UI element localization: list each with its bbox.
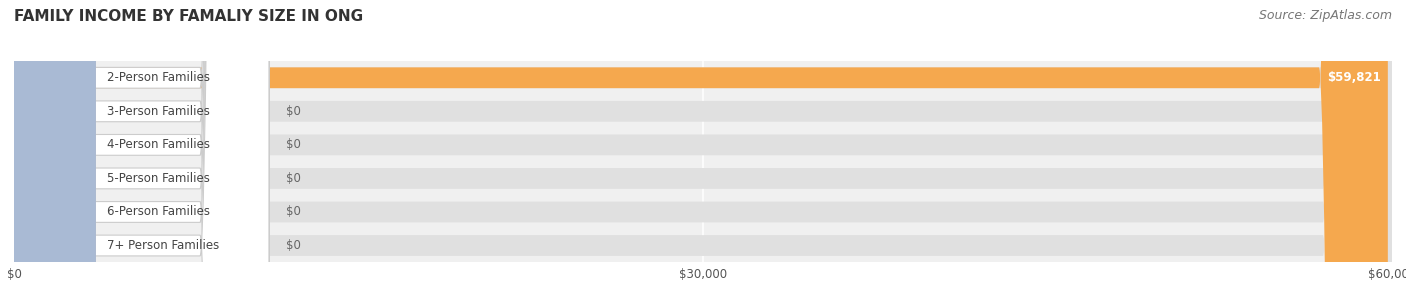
Text: 7+ Person Families: 7+ Person Families [107,239,219,252]
FancyBboxPatch shape [14,0,269,305]
FancyBboxPatch shape [18,0,1392,305]
Text: 3-Person Families: 3-Person Families [107,105,209,118]
Text: FAMILY INCOME BY FAMALIY SIZE IN ONG: FAMILY INCOME BY FAMALIY SIZE IN ONG [14,9,363,24]
Text: $59,821: $59,821 [1327,71,1381,84]
FancyBboxPatch shape [14,0,96,305]
Text: 5-Person Families: 5-Person Families [107,172,209,185]
Text: $0: $0 [285,239,301,252]
FancyBboxPatch shape [14,0,96,305]
FancyBboxPatch shape [14,0,96,305]
FancyBboxPatch shape [14,0,269,305]
Text: $0: $0 [285,105,301,118]
FancyBboxPatch shape [14,0,96,305]
FancyBboxPatch shape [14,0,96,305]
FancyBboxPatch shape [14,0,96,305]
Text: Source: ZipAtlas.com: Source: ZipAtlas.com [1258,9,1392,22]
Text: 6-Person Families: 6-Person Families [107,206,209,218]
FancyBboxPatch shape [18,0,1388,305]
Text: $0: $0 [285,172,301,185]
FancyBboxPatch shape [18,0,1392,305]
FancyBboxPatch shape [14,0,269,305]
FancyBboxPatch shape [18,0,1392,305]
Text: $0: $0 [285,206,301,218]
FancyBboxPatch shape [14,0,269,305]
Text: 2-Person Families: 2-Person Families [107,71,209,84]
Text: 4-Person Families: 4-Person Families [107,138,209,151]
Text: $0: $0 [285,138,301,151]
FancyBboxPatch shape [18,0,1392,305]
FancyBboxPatch shape [18,0,1392,305]
FancyBboxPatch shape [18,0,1392,305]
FancyBboxPatch shape [14,0,269,305]
FancyBboxPatch shape [14,0,269,305]
